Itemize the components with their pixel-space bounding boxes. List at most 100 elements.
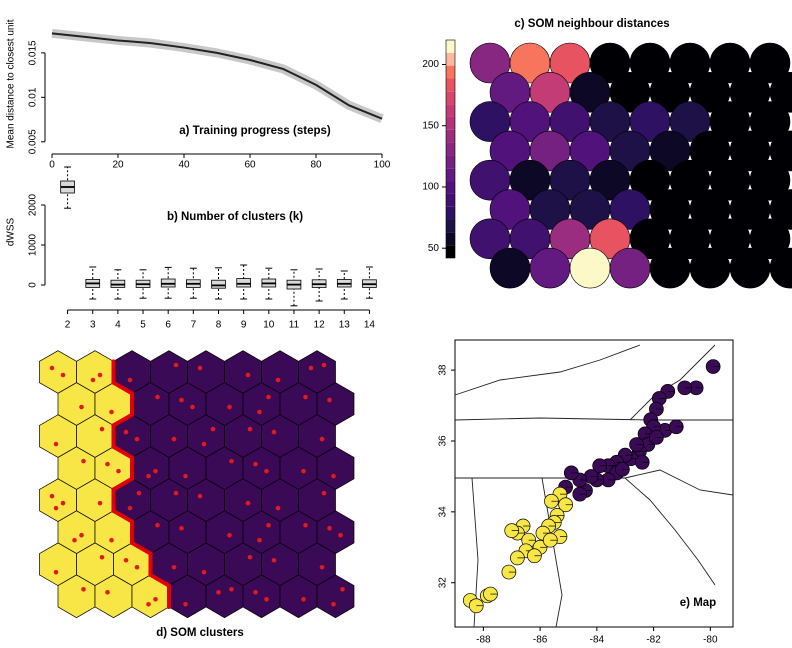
sample-point: [99, 426, 105, 432]
sample-point: [303, 522, 308, 528]
x-tick-label: -86: [533, 635, 548, 646]
sample-point: [183, 602, 188, 607]
sample-point: [266, 522, 271, 528]
sample-point: [183, 473, 188, 479]
sample-point: [216, 590, 221, 595]
y-axis-label: dWSS: [6, 218, 17, 247]
colorbar-segment: [446, 129, 455, 143]
cell-points: [197, 365, 203, 371]
cell-points: [183, 473, 188, 479]
sample-point: [53, 505, 59, 511]
cell-points: [127, 377, 133, 383]
cell-points: [171, 564, 177, 570]
cell-points: [173, 490, 179, 496]
x-tick-label: 60: [244, 160, 256, 171]
cell-points: [257, 522, 271, 543]
cell-points: [72, 532, 84, 543]
som-unit: [609, 247, 651, 289]
cell-points: [275, 377, 281, 383]
sample-point: [105, 461, 110, 467]
cell-points: [319, 436, 325, 442]
box: [236, 278, 251, 288]
x-tick-label: -88: [476, 635, 491, 646]
sample-point: [264, 597, 269, 602]
sample-point: [338, 532, 343, 538]
sample-point: [105, 590, 110, 595]
y-tick-label: 34: [438, 506, 449, 518]
colorbar-segment: [446, 219, 455, 233]
cell-points: [197, 493, 203, 499]
sample-point: [253, 461, 258, 467]
cell-points: [227, 532, 232, 538]
y-tick-label: 1000: [28, 233, 39, 256]
sample-point: [134, 564, 140, 570]
som-unit: [649, 247, 691, 289]
sample-point: [146, 473, 151, 479]
cell-points: [253, 590, 269, 602]
cell-points: [301, 597, 306, 602]
colorbar-segment: [446, 232, 455, 246]
x-tick-label: 11: [289, 320, 300, 331]
line: [51, 32, 383, 120]
sample-point: [275, 377, 281, 383]
cell-points: [99, 426, 105, 432]
sample-point: [227, 532, 232, 538]
cell-points: [146, 597, 158, 607]
x-tick-label: -82: [646, 635, 661, 646]
sample-point: [321, 490, 327, 496]
x-tick-label: -80: [703, 635, 718, 646]
sample-point: [173, 362, 179, 368]
panel-title: b) Number of clusters (k): [167, 211, 303, 223]
x-tick-label: 6: [165, 320, 171, 331]
cell-points: [257, 394, 271, 415]
sample-point: [72, 537, 77, 543]
cell-points: [271, 557, 277, 563]
y-tick-label: 32: [438, 577, 449, 589]
cell-points: [327, 525, 343, 538]
cell-points: [171, 436, 177, 442]
sample-point: [319, 436, 325, 442]
cell-points: [179, 397, 195, 410]
sample-point: [171, 564, 177, 570]
cell-points: [245, 372, 251, 378]
panel-title: c) SOM neighbour distances: [514, 18, 669, 30]
cell-points: [53, 441, 59, 447]
cell-points: [155, 522, 160, 528]
cell-points: [227, 404, 232, 410]
colorbar-segment: [446, 65, 455, 79]
y-tick-label: 38: [438, 364, 449, 376]
cell-points: [105, 590, 110, 595]
colorbar-segment: [446, 40, 455, 53]
colorbar-tick-label: 150: [422, 120, 439, 131]
cell-points: [183, 602, 188, 607]
som-unit: [489, 247, 531, 289]
som-unit: [749, 159, 791, 201]
som-unit: [749, 101, 791, 142]
cell-points: [49, 493, 66, 511]
x-tick-label: 8: [216, 320, 222, 331]
sample-point: [229, 458, 234, 464]
sample-point: [134, 436, 140, 442]
colorbar-segment: [446, 245, 455, 258]
colorbar-segment: [446, 206, 455, 220]
colorbar-segment: [446, 104, 455, 117]
cell-points: [321, 490, 327, 496]
cell-points: [123, 429, 140, 442]
colorbar-segment: [446, 193, 455, 207]
sample-point: [303, 394, 308, 400]
x-tick-label: 13: [339, 320, 351, 331]
sample-point: [171, 436, 177, 442]
cell-points: [201, 569, 207, 575]
panel-title: d) SOM clusters: [156, 627, 244, 639]
cell-points: [79, 404, 84, 410]
cell-points: [179, 525, 184, 531]
colorbar-segment: [446, 78, 455, 92]
y-axis-label: Mean distance to closest unit: [6, 19, 17, 148]
cell-points: [308, 362, 327, 371]
sample-point: [81, 458, 86, 464]
sample-point: [266, 394, 271, 400]
cell-points: [155, 394, 160, 400]
sample-point: [327, 525, 332, 531]
cell-points: [275, 505, 281, 511]
